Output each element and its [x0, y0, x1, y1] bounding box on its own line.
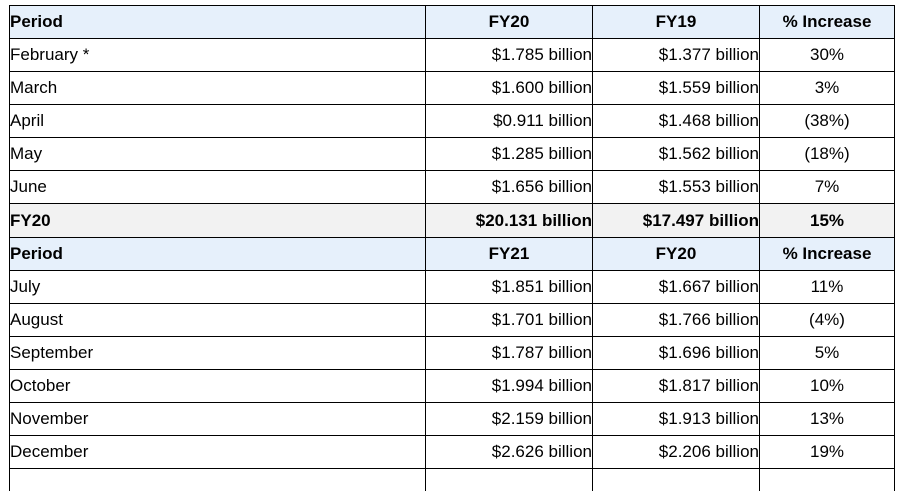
header-percent-increase: % Increase [760, 6, 895, 39]
cell-prior: $1.667 billion [593, 271, 760, 304]
header-fy-current: FY20 [426, 6, 593, 39]
table-row: February * $1.785 billion $1.377 billion… [10, 39, 895, 72]
cell-prior: $1.468 billion [593, 105, 760, 138]
cell-current: $0.911 billion [426, 105, 593, 138]
table-row: December $2.626 billion $2.206 billion 1… [10, 436, 895, 469]
cell-percent: 7% [760, 171, 895, 204]
table-row: October $1.994 billion $1.817 billion 10… [10, 370, 895, 403]
cell-period: November [10, 403, 426, 436]
total-label: FY20 [10, 204, 426, 238]
cell-percent: 10% [760, 370, 895, 403]
cell-current: $2.159 billion [426, 403, 593, 436]
cell-current: $1.851 billion [426, 271, 593, 304]
table-header-row: Period FY20 FY19 % Increase [10, 6, 895, 39]
table-row: September $1.787 billion $1.696 billion … [10, 337, 895, 370]
total-current: $20.131 billion [426, 204, 593, 238]
table-row: April $0.911 billion $1.468 billion (38%… [10, 105, 895, 138]
total-percent: 15% [760, 204, 895, 238]
table-row: May $1.285 billion $1.562 billion (18%) [10, 138, 895, 171]
cell-current: $1.787 billion [426, 337, 593, 370]
cell-percent: 3% [760, 72, 895, 105]
cell-prior: $1.817 billion [593, 370, 760, 403]
cell-prior: $1.913 billion [593, 403, 760, 436]
table-row: March $1.600 billion $1.559 billion 3% [10, 72, 895, 105]
cell-current: $1.285 billion [426, 138, 593, 171]
table-row: November $2.159 billion $1.913 billion 1… [10, 403, 895, 436]
cell-percent: 30% [760, 39, 895, 72]
cell-current: $2.626 billion [426, 436, 593, 469]
header-fy-prior: FY20 [593, 238, 760, 271]
cell-percent: (18%) [760, 138, 895, 171]
cell-prior: $1.562 billion [593, 138, 760, 171]
header-period: Period [10, 6, 426, 39]
cell-current: $1.656 billion [426, 171, 593, 204]
table-header-row: Period FY21 FY20 % Increase [10, 238, 895, 271]
cell-prior: $2.206 billion [593, 436, 760, 469]
revenue-table: Period FY20 FY19 % Increase February * $… [9, 5, 895, 491]
header-fy-current: FY21 [426, 238, 593, 271]
table-row-cut-off [10, 469, 895, 491]
cell-period: October [10, 370, 426, 403]
cell-prior: $1.766 billion [593, 304, 760, 337]
cell-period: March [10, 72, 426, 105]
cell-period: July [10, 271, 426, 304]
cell-current: $1.600 billion [426, 72, 593, 105]
cell-prior: $1.696 billion [593, 337, 760, 370]
cell-period: December [10, 436, 426, 469]
cell-current: $1.785 billion [426, 39, 593, 72]
cell-percent: 5% [760, 337, 895, 370]
cell-current: $1.994 billion [426, 370, 593, 403]
cell-period: September [10, 337, 426, 370]
table-total-row: FY20 $20.131 billion $17.497 billion 15% [10, 204, 895, 238]
cell-period: August [10, 304, 426, 337]
cell-prior: $1.377 billion [593, 39, 760, 72]
cell-prior: $1.559 billion [593, 72, 760, 105]
table-row: July $1.851 billion $1.667 billion 11% [10, 271, 895, 304]
cell-percent: (38%) [760, 105, 895, 138]
cell-period: April [10, 105, 426, 138]
cell-percent: (4%) [760, 304, 895, 337]
total-prior: $17.497 billion [593, 204, 760, 238]
header-period: Period [10, 238, 426, 271]
table-row: August $1.701 billion $1.766 billion (4%… [10, 304, 895, 337]
cell-period: June [10, 171, 426, 204]
cell-percent: 19% [760, 436, 895, 469]
cell-period: February * [10, 39, 426, 72]
header-percent-increase: % Increase [760, 238, 895, 271]
cell-current: $1.701 billion [426, 304, 593, 337]
header-fy-prior: FY19 [593, 6, 760, 39]
cell-percent: 13% [760, 403, 895, 436]
table-row: June $1.656 billion $1.553 billion 7% [10, 171, 895, 204]
cell-period: May [10, 138, 426, 171]
cell-prior: $1.553 billion [593, 171, 760, 204]
cell-percent: 11% [760, 271, 895, 304]
